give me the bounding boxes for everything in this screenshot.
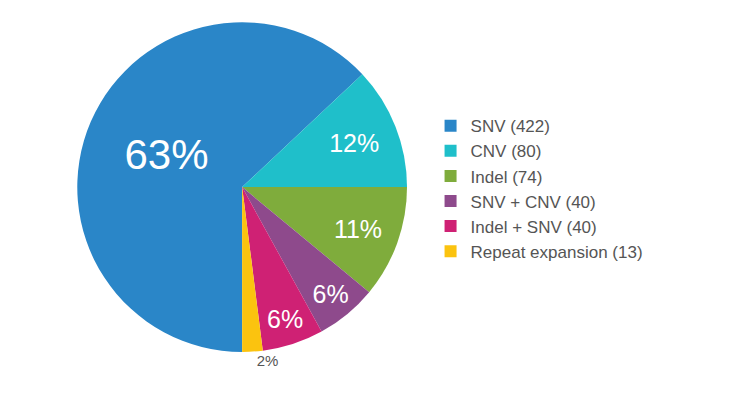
svg-text:SNV (422): SNV (422) — [471, 117, 550, 136]
svg-text:6%: 6% — [313, 280, 349, 308]
svg-text:SNV + CNV (40): SNV + CNV (40) — [471, 193, 596, 212]
svg-text:Indel + SNV (40): Indel + SNV (40) — [471, 218, 597, 237]
svg-text:2%: 2% — [257, 352, 279, 369]
svg-text:Repeat expansion (13): Repeat expansion (13) — [471, 243, 643, 262]
svg-text:63%: 63% — [124, 131, 208, 178]
svg-text:6%: 6% — [267, 305, 303, 333]
svg-text:Indel (74): Indel (74) — [471, 168, 543, 187]
svg-text:11%: 11% — [334, 215, 382, 243]
svg-text:12%: 12% — [329, 129, 379, 157]
svg-text:CNV (80): CNV (80) — [471, 142, 542, 161]
